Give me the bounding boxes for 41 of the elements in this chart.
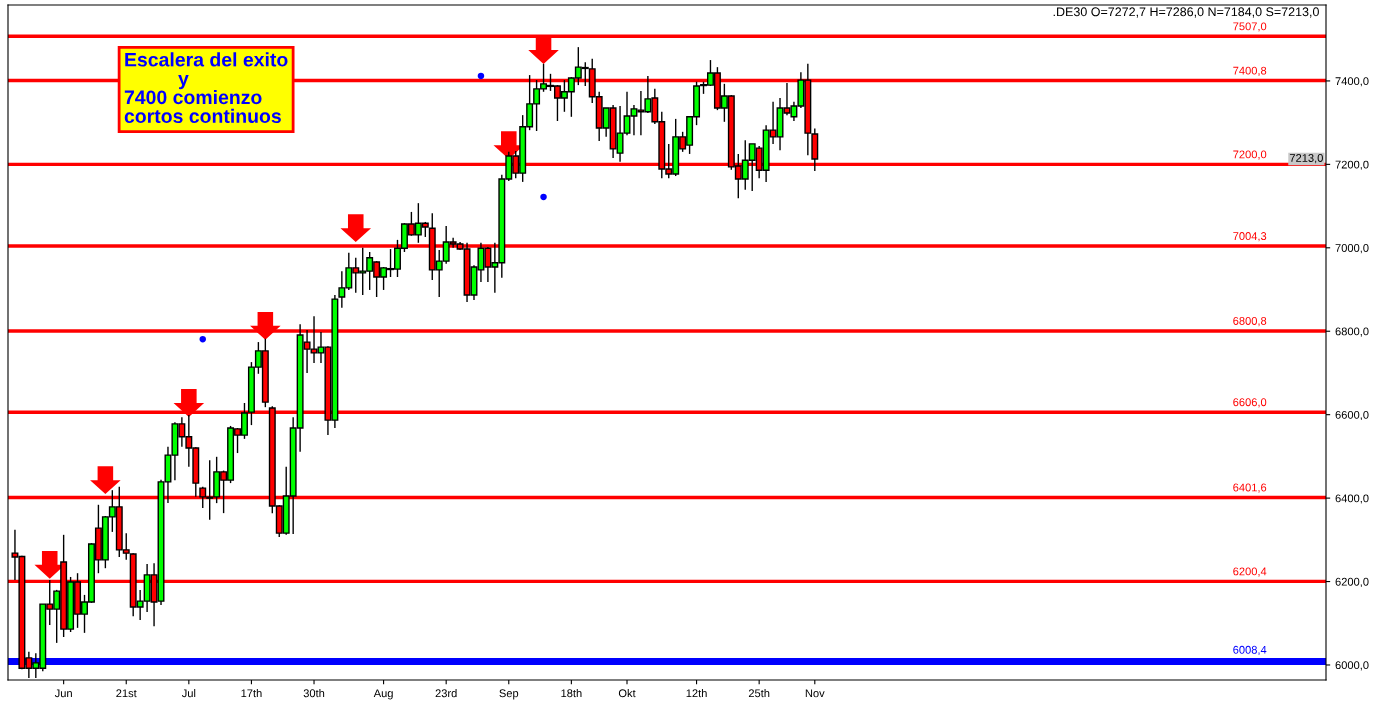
y-tick-label: 7000,0 [1335,244,1369,254]
point [340,214,372,243]
ref-line-label: 7200,0 [1233,150,1267,160]
ref-line-label: 6200,4 [1233,567,1267,577]
y-tick-label: 6200,0 [1335,577,1369,587]
point [528,36,559,64]
ref-line-label: 7507,0 [1233,22,1267,32]
x-tick-label: Okt [618,689,636,698]
x-tick-label: 30th [303,689,325,698]
point [90,466,121,495]
x-tick-label: 18th [561,689,582,698]
ref-line-label: 6008,4 [1233,645,1267,656]
point [250,311,281,340]
point [477,72,485,80]
x-tick-label: 17th [241,689,262,698]
ref-line-label: 6800,8 [1233,317,1267,327]
x-tick-label: Sep [499,689,519,700]
y-tick-label: 6400,0 [1335,494,1369,504]
y-tick-label: 6800,0 [1335,327,1369,337]
y-tick-label: 7400,0 [1335,77,1369,87]
x-tick-label: Aug [373,689,393,700]
x-tick-label: Jun [54,689,72,698]
chart-title: .DE30 O=7272,7 H=7286,0 N=7184,0 S=7213,0 [1053,7,1319,18]
x-tick-label: Jul [181,689,196,698]
annotation: 7213,0 [1289,154,1323,164]
annotation: Escalera del exito y 7400 comienzo cortos continuos [124,52,288,124]
y-tick-label: 7200,0 [1335,160,1369,170]
y-tick-label: 6000,0 [1335,661,1369,671]
y-tick-label: 6600,0 [1335,410,1369,421]
ref-line-label: 6401,6 [1233,483,1267,493]
x-tick-label: 21st [116,689,137,698]
x-tick-label: 25th [748,689,770,698]
ref-line-label: 7400,8 [1233,66,1267,76]
point [173,389,205,417]
x-tick-label: 23rd [435,689,457,698]
ref-line-label: 6606,0 [1233,398,1267,408]
point [540,193,547,201]
x-tick-label: Nov [805,689,825,698]
x-tick-label: 12th [686,689,707,698]
point [199,335,206,343]
ref-line-label: 7004,3 [1233,232,1267,242]
